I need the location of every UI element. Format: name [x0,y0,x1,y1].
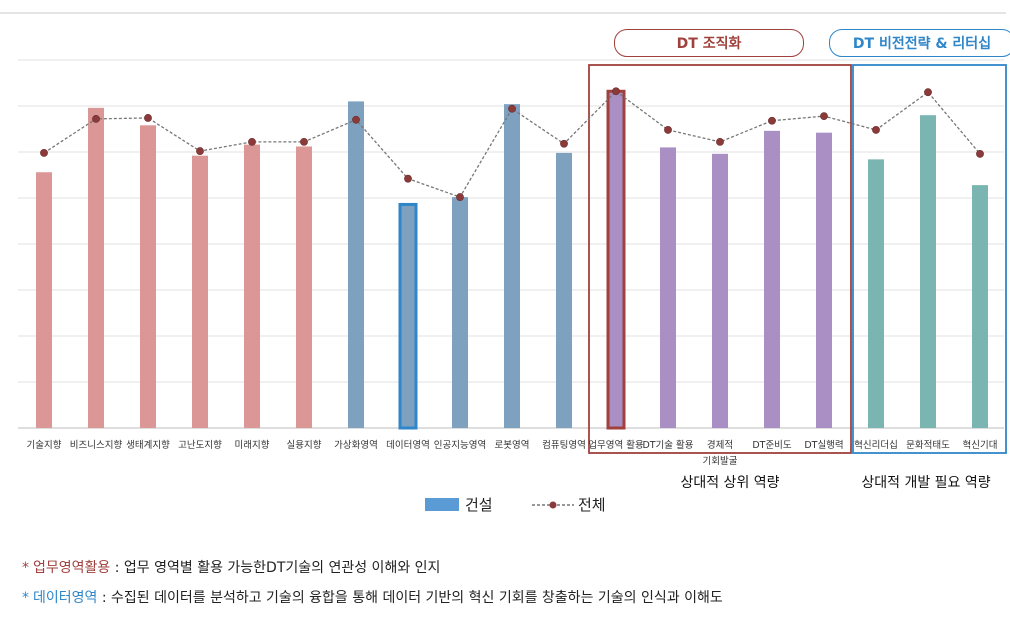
note-description: : 업무 영역별 활용 가능한DT기술의 연관성 이해와 인지 [110,560,441,576]
category-label: 비즈니스지향 [70,439,123,451]
category-label: 로봇영역 [495,440,530,451]
overall-point-13 [664,126,672,134]
category-label: DT실행력 [804,439,843,451]
note-star: * [22,590,29,606]
bar-1 [36,172,52,428]
overall-point-4 [196,147,204,155]
dt-organization-box [588,64,852,454]
legend-construction: 건설 [425,494,493,515]
category-label: 생태계지향 [126,439,170,451]
category-label: 문화적태도 [906,439,950,451]
bar-8 [398,202,418,430]
bar-18 [920,115,936,428]
bar-19 [972,185,988,428]
category-label: 기회발굴 [703,456,738,467]
overall-point-6 [300,137,308,146]
bar-6 [296,146,312,429]
overall-point-12 [612,87,620,96]
category-label: 데이터영역 [386,440,430,451]
category-label: DT준비도 [752,440,792,451]
category-label: 혁신기대 [963,440,998,451]
overall-point-8 [404,174,412,183]
overall-point-7 [352,115,360,124]
bar-13 [660,147,676,428]
bar-12 [606,89,626,430]
overall-point-19 [976,149,984,158]
overall-point-3 [144,114,152,122]
overall-point-17 [872,126,880,134]
category-label: 고난도지향 [178,439,222,451]
legend-overall: 전체 [532,494,606,515]
legend-line-label: 전체 [578,496,606,514]
bar-line-chart: 기술지향 비즈니스지향 생태계지향 고난도지향 미래지향 실용지향 가상화영역 데이터영역 인공… [0,12,1007,467]
category-label: DT기술 활용 [642,439,693,451]
overall-point-1 [40,149,48,157]
dt-vision-strategy-label: DT 비전전략 & 리터십 [829,29,1010,57]
bar-14 [712,153,728,428]
bar-10 [504,104,520,428]
relative-development-needed-label: 상대적 개발 필요 역량 [861,475,991,491]
bar-16 [816,132,832,428]
legend-bar-label: 건설 [465,496,493,514]
legend-bar-swatch [425,498,459,511]
legend-line-swatch [532,501,574,508]
overall-point-15 [768,116,776,125]
note-star: * [22,560,29,576]
overall-point-16 [820,112,828,121]
category-label: 가상화영역 [334,440,378,451]
bar-3 [140,125,156,428]
note-data-area: * 데이터영역 : 수집된 데이터를 분석하고 기술의 융합을 통해 데이터 기반… [22,587,723,607]
dt-vision-box [852,64,1007,454]
bar-17 [868,159,884,429]
note-work-area-utilization: * 업무영역활용 : 업무 영역별 활용 가능한DT기술의 연관성 이해와 인지 [22,557,440,577]
category-label: 컴퓨팅영역 [542,439,586,451]
category-label: 실용지향 [287,439,322,451]
bar-2 [88,107,104,428]
bar-11 [556,152,572,429]
category-label: 경제적 [707,439,733,451]
relative-upper-competency-label: 상대적 상위 역량 [680,475,780,491]
category-label: 업무영역 활용 [588,439,644,451]
overall-point-11 [560,139,568,148]
bar-9 [452,197,468,428]
note-term: 업무영역활용 [33,560,111,576]
bar-15 [764,130,780,428]
overall-point-18 [924,88,932,97]
category-label: 미래지향 [235,439,270,451]
category-label: 혁신리더십 [854,440,898,451]
overall-point-10 [508,104,516,113]
bar-5 [244,144,260,428]
overall-point-14 [716,137,724,146]
note-description: : 수집된 데이터를 분석하고 기술의 융합을 통해 데이터 기반의 혁신 기회… [97,590,723,606]
category-label: 기술지향 [27,439,62,451]
overall-point-2 [92,114,100,123]
note-term: 데이터영역 [33,590,98,606]
dt-organization-label: DT 조직화 [614,29,804,57]
category-label: 인공지능영역 [434,440,486,451]
bar-4 [192,155,208,428]
overall-point-5 [248,137,256,146]
overall-point-9 [456,193,464,201]
bar-7 [348,101,364,429]
